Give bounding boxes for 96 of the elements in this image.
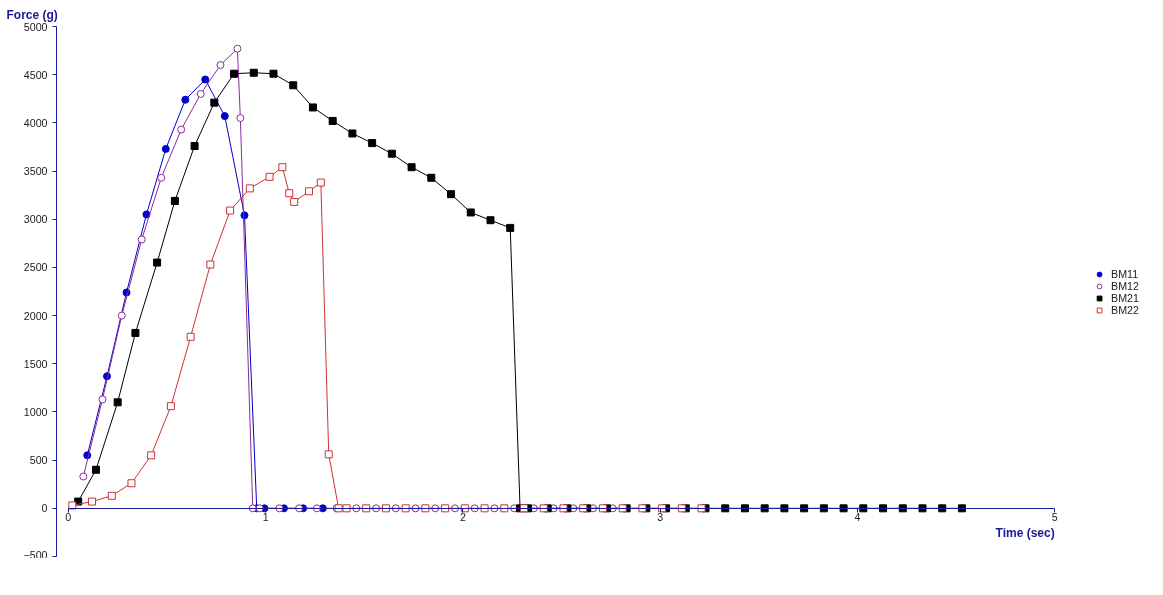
- point: [190, 141, 199, 150]
- y-tick-label: 0: [41, 502, 48, 515]
- point: [368, 139, 377, 148]
- point: [206, 260, 215, 269]
- point: [226, 206, 235, 215]
- point: [117, 311, 126, 320]
- point: [559, 504, 568, 513]
- point: [98, 395, 107, 404]
- point: [113, 398, 122, 407]
- point: [233, 44, 242, 53]
- point: [342, 504, 351, 513]
- point: [170, 196, 179, 205]
- x-tick-label: 3: [657, 511, 664, 524]
- point: [153, 258, 162, 267]
- point: [407, 163, 416, 172]
- point: [638, 504, 647, 513]
- y-tick-label: −500: [23, 548, 48, 561]
- point: [186, 332, 195, 341]
- point: [431, 504, 440, 513]
- point: [780, 504, 789, 513]
- point: [181, 95, 190, 104]
- point: [269, 69, 278, 78]
- point: [447, 190, 456, 199]
- legend-label: BM21: [1111, 292, 1139, 304]
- y-axis-title: Force (g): [6, 7, 58, 22]
- point: [324, 450, 333, 459]
- point: [157, 173, 166, 182]
- y-tick-label: 2500: [23, 261, 48, 274]
- point: [68, 501, 77, 510]
- point: [427, 173, 436, 182]
- point: [236, 114, 245, 123]
- y-tick-label: 500: [29, 454, 48, 467]
- y-tick-label: 4000: [23, 116, 48, 129]
- point: [421, 504, 430, 513]
- point: [697, 504, 706, 513]
- y-tick-label: 3500: [23, 165, 48, 178]
- point: [316, 178, 325, 187]
- point: [918, 504, 927, 513]
- y-tick-label: 4500: [23, 68, 48, 81]
- point: [245, 184, 254, 193]
- point: [220, 112, 229, 121]
- point: [161, 144, 170, 153]
- point: [166, 402, 175, 411]
- point: [249, 68, 258, 77]
- point: [131, 328, 140, 337]
- point: [107, 491, 116, 500]
- point: [839, 504, 848, 513]
- point: [230, 69, 239, 78]
- point: [480, 504, 489, 513]
- point: [490, 504, 499, 513]
- point: [348, 129, 357, 138]
- point: [289, 81, 298, 90]
- point: [328, 116, 337, 125]
- point: [295, 504, 304, 513]
- y-tick-label: 2000: [23, 309, 48, 322]
- point: [201, 75, 210, 84]
- point: [308, 103, 317, 112]
- point: [506, 223, 515, 232]
- point: [372, 504, 381, 513]
- point: [79, 472, 88, 481]
- point: [470, 504, 479, 513]
- point: [147, 451, 156, 460]
- point: [290, 197, 299, 206]
- point: [411, 504, 420, 513]
- y-tick-label: 1500: [23, 357, 48, 370]
- point: [137, 235, 146, 244]
- point: [127, 479, 136, 488]
- x-tick-label: 2: [459, 511, 466, 524]
- point: [177, 125, 186, 134]
- point: [196, 89, 205, 98]
- point: [391, 504, 400, 513]
- point: [278, 163, 287, 172]
- point: [88, 497, 97, 506]
- point: [216, 61, 225, 70]
- x-tick-label: 0: [65, 511, 72, 524]
- point: [387, 149, 396, 158]
- x-tick-label: 1: [262, 511, 269, 524]
- point: [486, 216, 495, 225]
- x-axis-title: Time (sec): [995, 526, 1055, 541]
- point: [466, 208, 475, 217]
- y-tick-label: 3000: [23, 213, 48, 226]
- point: [450, 504, 459, 513]
- point: [305, 187, 313, 196]
- x-tick-label: 4: [854, 511, 861, 524]
- point: [312, 504, 321, 513]
- point: [275, 504, 284, 513]
- point: [91, 465, 100, 474]
- x-tick-label: 5: [1051, 511, 1058, 524]
- point: [265, 172, 274, 181]
- point: [352, 504, 361, 513]
- point: [285, 189, 294, 198]
- point: [210, 98, 219, 107]
- legend-label: BM22: [1111, 304, 1139, 316]
- y-tick-label: 1000: [23, 405, 48, 418]
- legend-label: BM11: [1111, 268, 1139, 280]
- legend-label: BM12: [1111, 280, 1139, 292]
